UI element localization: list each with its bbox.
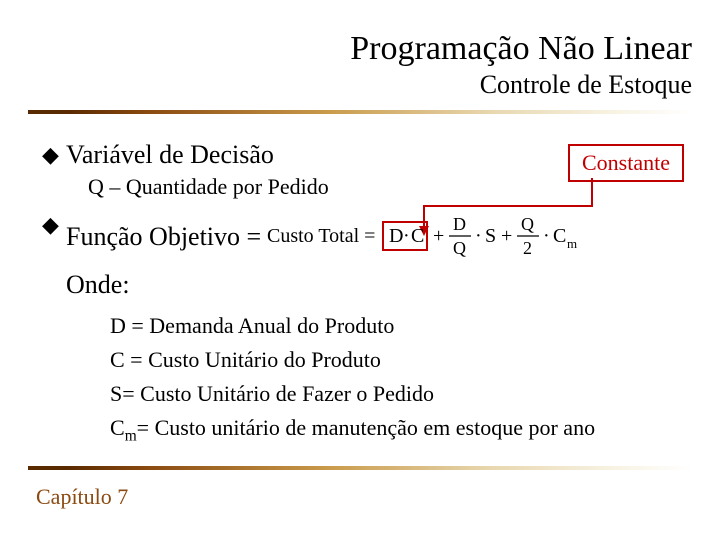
header-rule	[28, 110, 692, 114]
formula-D: D	[389, 225, 403, 247]
formula-dot3: ·	[543, 225, 550, 247]
formula-C: C	[411, 225, 424, 247]
def-D: D = Demanda Anual do Produto	[110, 310, 692, 342]
bullet-1-sub: Q – Quantidade por Pedido	[88, 174, 692, 200]
def-Cm: Cm= Custo unitário de manutenção em esto…	[110, 412, 692, 448]
bullet-2: ◆ Função Objetivo = Custo Total = D · C …	[42, 210, 692, 264]
formula-lhs: Custo Total =	[267, 225, 375, 247]
def-Cm-post: = Custo unitário de manutenção em estoqu…	[137, 415, 595, 440]
definitions: D = Demanda Anual do Produto C = Custo U…	[110, 310, 692, 447]
formula-dot1: ·	[403, 225, 410, 247]
formula-plus1: +	[433, 225, 444, 247]
footer-rule	[28, 466, 692, 470]
formula-dot2: ·	[475, 225, 482, 247]
bullet-1: ◆ Variável de Decisão	[42, 140, 692, 170]
formula-frac2-num: Q	[521, 214, 534, 234]
formula-frac2-den: 2	[523, 238, 532, 258]
formula-frac1-num: D	[453, 214, 466, 234]
onde-label: Onde:	[66, 270, 692, 300]
slide-subtitle: Controle de Estoque	[350, 70, 692, 100]
formula: Custo Total = D · C + D Q · S +	[267, 210, 627, 264]
formula-Cm-C: C	[553, 225, 566, 247]
formula-frac1-den: Q	[453, 238, 466, 258]
bullet-icon: ◆	[42, 140, 66, 170]
bullet-1-text: Variável de Decisão	[66, 140, 274, 170]
formula-Cm-m: m	[567, 236, 577, 251]
bullet-2-text: Função Objetivo =	[66, 222, 261, 252]
def-C: C = Custo Unitário do Produto	[110, 344, 692, 376]
def-Cm-pre: C	[110, 415, 125, 440]
footer-text: Capítulo 7	[36, 484, 128, 510]
formula-plus2: +	[501, 225, 512, 247]
bullet-icon: ◆	[42, 210, 66, 240]
slide-title: Programação Não Linear	[350, 30, 692, 68]
def-Cm-sub: m	[125, 427, 137, 444]
formula-S: S	[485, 225, 496, 247]
def-S: S= Custo Unitário de Fazer o Pedido	[110, 378, 692, 410]
